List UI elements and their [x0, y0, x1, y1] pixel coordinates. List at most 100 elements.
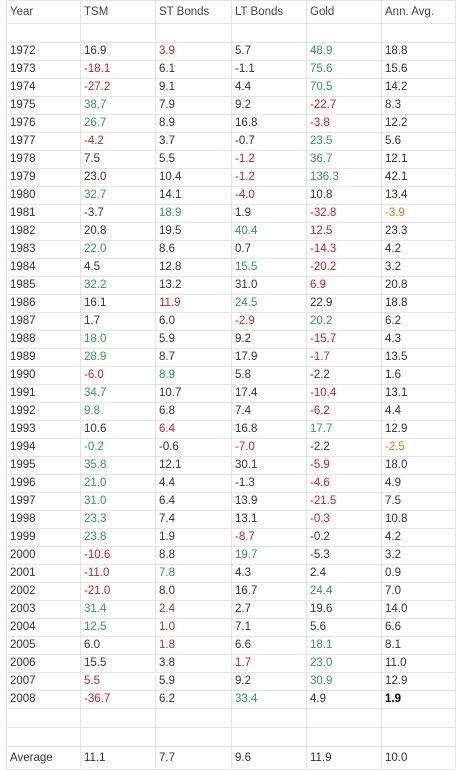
lt-bonds-cell: 1.7 [231, 654, 307, 673]
ann-avg-cell: 12.9 [381, 672, 456, 691]
ann-avg-cell: 18.8 [381, 42, 456, 61]
lt-bonds-cell: 13.9 [231, 492, 307, 511]
st-bonds-cell: 10.7 [155, 384, 232, 403]
tsm-cell: 10.6 [80, 420, 156, 439]
lt-bonds-cell: 33.4 [231, 690, 307, 709]
year-cell: 1981 [6, 204, 81, 223]
year-cell: 1995 [6, 456, 81, 475]
tsm-cell: 26.7 [80, 114, 156, 133]
ann-avg-cell: 7.5 [381, 492, 456, 511]
year-cell: 2004 [6, 618, 81, 637]
tsm-cell: 7.5 [80, 150, 156, 169]
st-bonds-cell: 5.9 [155, 672, 232, 691]
st-bonds-cell: 8.9 [155, 114, 232, 133]
tsm-cell: 31.0 [80, 492, 156, 511]
gold-cell: -15.7 [306, 330, 382, 349]
blank-cell [306, 727, 382, 747]
st-bonds-cell: 19.5 [155, 222, 232, 241]
ann-avg-cell: 1.6 [381, 366, 456, 385]
gold-cell: 10.8 [306, 186, 382, 205]
st-bonds-cell: 6.2 [155, 690, 232, 709]
ann-avg-cell: 10.8 [381, 510, 456, 529]
blank-cell [80, 727, 156, 747]
gold-cell: 4.9 [306, 690, 382, 709]
gold-cell: 136.3 [306, 168, 382, 187]
ann-avg-cell: 13.4 [381, 186, 456, 205]
header-year: Year [6, 0, 81, 24]
gold-cell: 19.6 [306, 600, 382, 619]
table-row: 1978 7.5 5.5 -1.2 36.7 12.1 [6, 150, 456, 169]
gold-cell: 70.5 [306, 78, 382, 97]
table-row: 1981 -3.7 18.9 1.9 -32.8 -3.9 [6, 204, 456, 223]
table-row: 1989 28.9 8.7 17.9 -1.7 13.5 [6, 348, 456, 367]
ann-avg-cell: 4.2 [381, 240, 456, 259]
st-bonds-cell: -0.6 [155, 438, 232, 457]
tsm-cell: 23.0 [80, 168, 156, 187]
st-bonds-cell: 6.4 [155, 420, 232, 439]
average-gold: 11.9 [306, 746, 382, 770]
lt-bonds-cell: -2.9 [231, 312, 307, 331]
year-cell: 1977 [6, 132, 81, 151]
lt-bonds-cell: 31.0 [231, 276, 307, 295]
year-cell: 1989 [6, 348, 81, 367]
st-bonds-cell: 1.8 [155, 636, 232, 655]
year-cell: 2008 [6, 690, 81, 709]
table-row: 2005 6.0 1.8 6.6 18.1 8.1 [6, 636, 456, 655]
gold-cell: -22.7 [306, 96, 382, 115]
year-cell: 1992 [6, 402, 81, 421]
spacer-row [6, 727, 456, 747]
st-bonds-cell: 6.8 [155, 402, 232, 421]
tsm-cell: -3.7 [80, 204, 156, 223]
st-bonds-cell: 10.4 [155, 168, 232, 187]
table-row: 1990 -6.0 8.9 5.8 -2.2 1.6 [6, 366, 456, 385]
gold-cell: 22.9 [306, 294, 382, 313]
lt-bonds-cell: -8.7 [231, 528, 307, 547]
ann-avg-cell: 11.0 [381, 654, 456, 673]
ann-avg-cell: 8.1 [381, 636, 456, 655]
year-cell: 1997 [6, 492, 81, 511]
tsm-cell: 21.0 [80, 474, 156, 493]
st-bonds-cell: 8.8 [155, 546, 232, 565]
gold-cell: 5.6 [306, 618, 382, 637]
ann-avg-cell: 18.0 [381, 456, 456, 475]
tsm-cell: 20.8 [80, 222, 156, 241]
st-bonds-cell: 12.1 [155, 456, 232, 475]
gold-cell: -14.3 [306, 240, 382, 259]
lt-bonds-cell: 24.5 [231, 294, 307, 313]
gold-cell: -2.2 [306, 438, 382, 457]
year-cell: 1991 [6, 384, 81, 403]
year-cell: 1974 [6, 78, 81, 97]
gold-cell: -10.4 [306, 384, 382, 403]
table-row: 1998 23.3 7.4 13.1 -0.3 10.8 [6, 510, 456, 529]
ann-avg-cell: 42.1 [381, 168, 456, 187]
average-ann-avg: 10.0 [381, 746, 456, 770]
lt-bonds-cell: 19.7 [231, 546, 307, 565]
table-row: 1983 22.0 8.6 0.7 -14.3 4.2 [6, 240, 456, 259]
gold-cell: 12.5 [306, 222, 382, 241]
st-bonds-cell: 12.8 [155, 258, 232, 277]
year-cell: 2000 [6, 546, 81, 565]
lt-bonds-cell: 15.5 [231, 258, 307, 277]
year-cell: 1988 [6, 330, 81, 349]
gold-cell: -6.2 [306, 402, 382, 421]
year-cell: 1998 [6, 510, 81, 529]
ann-avg-cell: -3.9 [381, 204, 456, 223]
tsm-cell: 4.5 [80, 258, 156, 277]
lt-bonds-cell: 1.9 [231, 204, 307, 223]
year-cell: 1975 [6, 96, 81, 115]
st-bonds-cell: 8.6 [155, 240, 232, 259]
gold-cell: -20.2 [306, 258, 382, 277]
lt-bonds-cell: 40.4 [231, 222, 307, 241]
st-bonds-cell: 3.9 [155, 42, 232, 61]
table-row: 1994 -0.2 -0.6 -7.0 -2.2 -2.5 [6, 438, 456, 457]
table-row: 2006 15.5 3.8 1.7 23.0 11.0 [6, 654, 456, 673]
year-cell: 2007 [6, 672, 81, 691]
tsm-cell: 12.5 [80, 618, 156, 637]
table-row: 1976 26.7 8.9 16.8 -3.8 12.2 [6, 114, 456, 133]
lt-bonds-cell: 9.2 [231, 672, 307, 691]
year-cell: 1985 [6, 276, 81, 295]
tsm-cell: 1.7 [80, 312, 156, 331]
gold-cell: 17.7 [306, 420, 382, 439]
gold-cell: -21.5 [306, 492, 382, 511]
tsm-cell: -21.0 [80, 582, 156, 601]
